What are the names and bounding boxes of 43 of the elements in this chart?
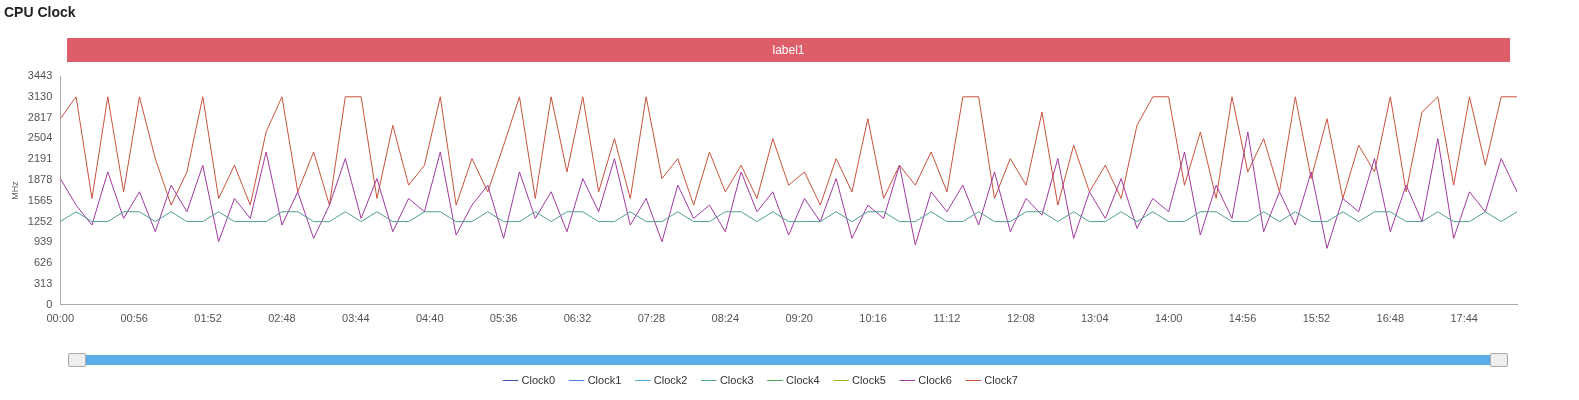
x-tick-label: 05:36 [489,312,518,325]
x-tick-label: 14:56 [1228,312,1257,325]
x-tick-label: 01:52 [194,312,222,325]
x-tick-label: 10:16 [859,312,887,325]
y-tick-label: 1252 [27,214,53,227]
y-tick-label: 2817 [27,110,53,123]
text: label1 [67,38,1510,62]
x-tick-label: 15:52 [1302,312,1331,325]
x-tick-label: 02:48 [268,312,296,325]
legend-label: Clock4 [786,373,820,386]
y-tick-label: 1565 [27,193,53,206]
x-tick-label: 07:28 [637,312,666,325]
x-tick-label: 00:56 [120,312,148,325]
x-tick-label: 00:00 [46,312,75,325]
x-tick-label: 06:32 [563,312,592,325]
x-tick-label: 08:24 [711,312,740,325]
x-tick-label: 13:04 [1081,312,1109,325]
legend-label: Clock3 [719,373,754,386]
x-tick-label: 11:12 [933,312,961,325]
legend-label: Clock2 [653,373,688,386]
y-tick-label: 1878 [27,173,53,186]
x-tick-label: 03:44 [342,312,370,325]
legend-label: Clock0 [521,373,556,386]
y-axis-title: MHz [9,180,20,200]
legend-label: Clock7 [984,373,1018,386]
y-tick-label: 3130 [27,89,53,102]
x-tick-label: 04:40 [415,312,444,325]
x-tick-label: 17:44 [1450,312,1478,325]
y-tick-label: 2191 [27,152,53,165]
x-tick-label: 09:20 [785,312,813,325]
y-tick-label: 939 [33,235,53,248]
x-tick-label: 12:08 [1007,312,1035,325]
y-tick-label: 626 [33,256,53,269]
y-tick-label: 3443 [27,69,53,82]
y-tick-label: 0 [46,297,53,310]
legend-label: Clock1 [587,373,622,386]
y-tick-label: 313 [33,277,53,290]
y-tick-label: 2504 [27,131,53,144]
legend-label: Clock5 [852,373,886,386]
legend-label: Clock6 [918,373,952,386]
x-tick-label: 16:48 [1376,312,1405,325]
chart-title: CPU Clock [4,4,76,20]
x-tick-label: 14:00 [1154,312,1183,325]
